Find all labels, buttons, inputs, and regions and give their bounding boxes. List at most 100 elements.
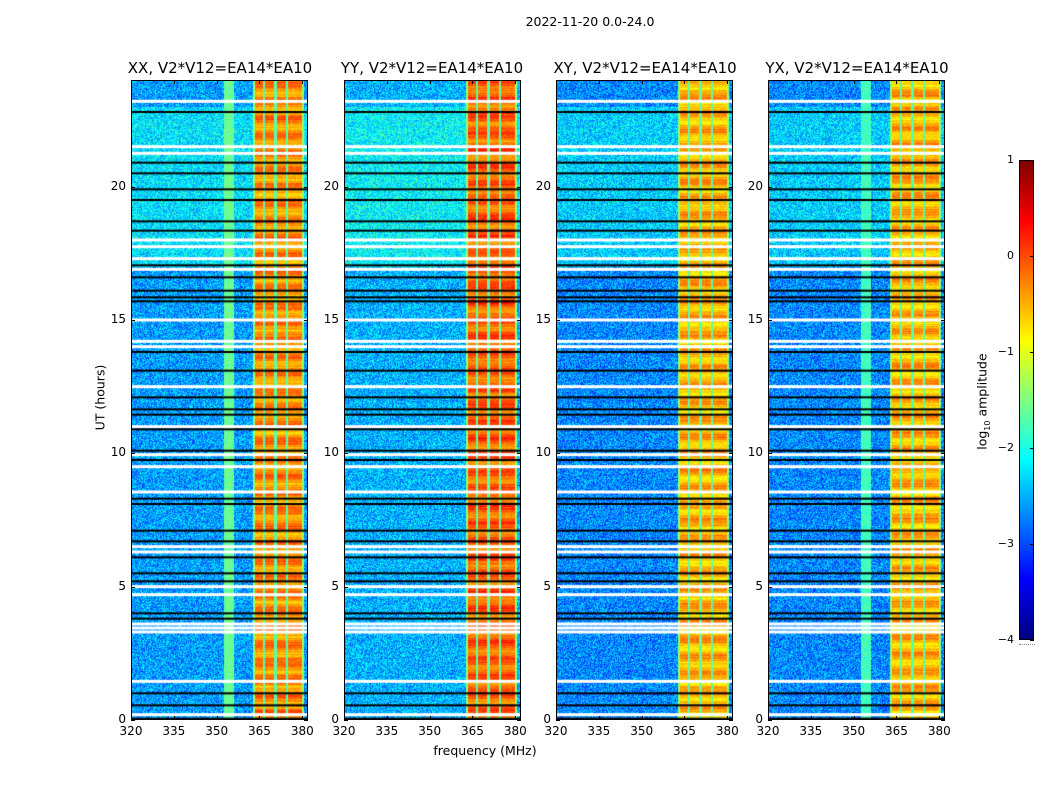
x-tick-label: 365 bbox=[461, 724, 484, 738]
spectrogram-image-xx bbox=[131, 80, 308, 720]
colorbar-tick-mark bbox=[1030, 352, 1034, 353]
figure-suptitle: 2022-11-20 0.0-24.0 bbox=[525, 14, 655, 29]
x-tick-label: 380 bbox=[715, 724, 739, 738]
colorbar-tick-mark bbox=[1030, 544, 1034, 545]
panel-title-xx: XX, V2*V12=EA14*EA10 bbox=[127, 59, 313, 77]
x-tick-mark bbox=[472, 716, 474, 720]
x-tick-label: 335 bbox=[799, 724, 823, 738]
y-tick-mark bbox=[941, 453, 945, 455]
y-tick-label: 20 bbox=[747, 178, 763, 193]
y-tick-label: 5 bbox=[331, 578, 339, 593]
x-tick-label: 320 bbox=[119, 724, 143, 738]
y-tick-mark bbox=[768, 720, 772, 721]
y-tick-mark bbox=[556, 720, 560, 721]
y-tick-label: 15 bbox=[535, 312, 551, 326]
x-tick-label: 335 bbox=[162, 724, 186, 738]
y-tick-label: 10 bbox=[747, 445, 763, 460]
x-tick-label: 365 bbox=[885, 724, 908, 738]
colorbar-label-subscript: 10 bbox=[982, 420, 992, 431]
y-tick-label: 0 bbox=[331, 712, 339, 726]
y-tick-mark bbox=[768, 186, 772, 188]
y-tick-mark bbox=[304, 453, 308, 455]
y-tick-mark bbox=[556, 320, 560, 321]
x-tick-mark bbox=[344, 716, 345, 720]
y-tick-mark bbox=[517, 586, 521, 588]
x-tick-mark bbox=[131, 80, 132, 84]
x-tick-mark bbox=[515, 80, 517, 84]
y-tick-mark bbox=[131, 186, 135, 188]
y-tick-mark bbox=[131, 720, 135, 721]
x-tick-mark bbox=[515, 716, 517, 720]
x-tick-mark bbox=[727, 80, 729, 84]
y-tick-label: 15 bbox=[110, 312, 126, 326]
spectrogram-panel-xx bbox=[131, 80, 308, 720]
y-tick-mark bbox=[768, 586, 772, 588]
y-tick-label: 15 bbox=[323, 312, 339, 326]
y-tick-mark bbox=[344, 720, 348, 721]
x-tick-mark bbox=[386, 80, 388, 84]
x-tick-label: 380 bbox=[503, 724, 527, 738]
y-tick-mark bbox=[131, 453, 135, 455]
y-tick-mark bbox=[556, 186, 560, 188]
x-tick-label: 320 bbox=[756, 724, 780, 738]
colorbar bbox=[1019, 160, 1034, 640]
x-tick-mark bbox=[684, 716, 686, 720]
x-tick-mark bbox=[939, 716, 941, 720]
x-tick-label: 365 bbox=[248, 724, 271, 738]
x-tick-mark bbox=[131, 716, 132, 720]
spectrogram-image-xy bbox=[556, 80, 733, 720]
x-tick-mark bbox=[598, 80, 600, 84]
y-tick-label: 0 bbox=[755, 712, 763, 726]
colorbar-tick-label: −3 bbox=[997, 537, 1014, 550]
x-tick-mark bbox=[173, 80, 175, 84]
spectrogram-panel-yx bbox=[768, 80, 945, 720]
y-tick-mark bbox=[344, 186, 348, 188]
colorbar-tick-mark bbox=[1030, 640, 1034, 641]
x-tick-mark bbox=[173, 716, 175, 720]
y-tick-mark bbox=[768, 453, 772, 455]
x-tick-mark bbox=[216, 80, 218, 84]
x-tick-mark bbox=[429, 80, 431, 84]
y-tick-mark bbox=[729, 720, 733, 721]
y-tick-mark bbox=[729, 320, 733, 321]
x-tick-mark bbox=[853, 80, 855, 84]
colorbar-tick-label: −2 bbox=[997, 441, 1014, 454]
x-tick-mark bbox=[853, 716, 855, 720]
x-tick-mark bbox=[216, 716, 218, 720]
colorbar-label-suffix: amplitude bbox=[974, 353, 990, 421]
x-tick-label: 320 bbox=[332, 724, 356, 738]
panel-title-yx: YX, V2*V12=EA14*EA10 bbox=[765, 59, 949, 77]
colorbar-tick-mark bbox=[1030, 256, 1034, 257]
colorbar-tick-mark bbox=[1030, 448, 1034, 449]
y-tick-label: 5 bbox=[543, 578, 551, 593]
x-tick-mark bbox=[556, 716, 557, 720]
colorbar-gradient bbox=[1020, 161, 1033, 639]
x-tick-mark bbox=[810, 716, 812, 720]
y-tick-mark bbox=[941, 186, 945, 188]
colorbar-tick-mark bbox=[1030, 160, 1034, 161]
x-tick-label: 380 bbox=[290, 724, 314, 738]
y-tick-mark bbox=[344, 453, 348, 455]
x-axis-label: frequency (MHz) bbox=[433, 743, 537, 758]
x-tick-mark bbox=[259, 80, 261, 84]
y-tick-mark bbox=[556, 586, 560, 588]
x-tick-mark bbox=[429, 716, 431, 720]
y-tick-label: 0 bbox=[118, 712, 126, 726]
spectrogram-image-yx bbox=[768, 80, 945, 720]
y-tick-mark bbox=[131, 586, 135, 588]
y-tick-mark bbox=[556, 453, 560, 455]
y-axis-label: UT (hours) bbox=[92, 364, 108, 431]
colorbar-tick-label: −1 bbox=[997, 345, 1014, 358]
y-tick-mark bbox=[941, 320, 945, 321]
x-tick-mark bbox=[344, 80, 345, 84]
x-tick-label: 350 bbox=[205, 724, 229, 738]
y-tick-label: 0 bbox=[543, 712, 551, 726]
y-tick-label: 10 bbox=[323, 445, 339, 460]
y-tick-mark bbox=[729, 186, 733, 188]
y-tick-mark bbox=[941, 720, 945, 721]
spectrogram-panel-xy bbox=[556, 80, 733, 720]
y-tick-mark bbox=[517, 453, 521, 455]
y-tick-mark bbox=[517, 720, 521, 721]
y-tick-mark bbox=[729, 586, 733, 588]
colorbar-extension-marker bbox=[1019, 644, 1035, 645]
